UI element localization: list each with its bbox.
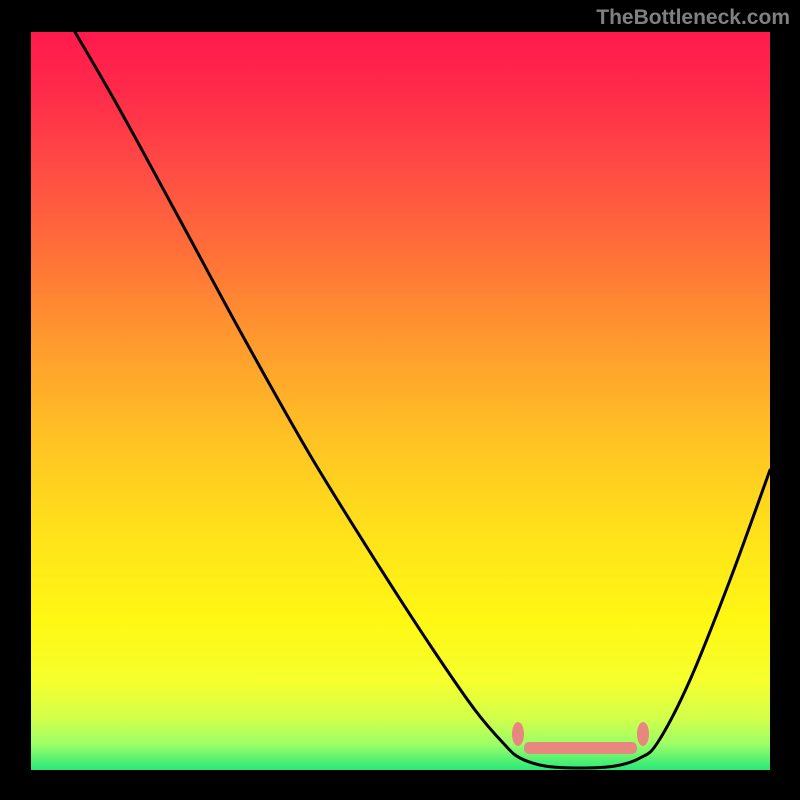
flat-zone-bar bbox=[524, 742, 637, 754]
curve-overlay bbox=[0, 0, 800, 800]
flat-zone-right-cap bbox=[637, 722, 649, 746]
flat-zone-left-cap bbox=[512, 722, 524, 746]
watermark-text: TheBottleneck.com bbox=[596, 6, 790, 30]
flat-zone-marker bbox=[512, 722, 649, 754]
bottleneck-curve bbox=[75, 32, 770, 768]
chart-container: TheBottleneck.com bbox=[0, 0, 800, 800]
